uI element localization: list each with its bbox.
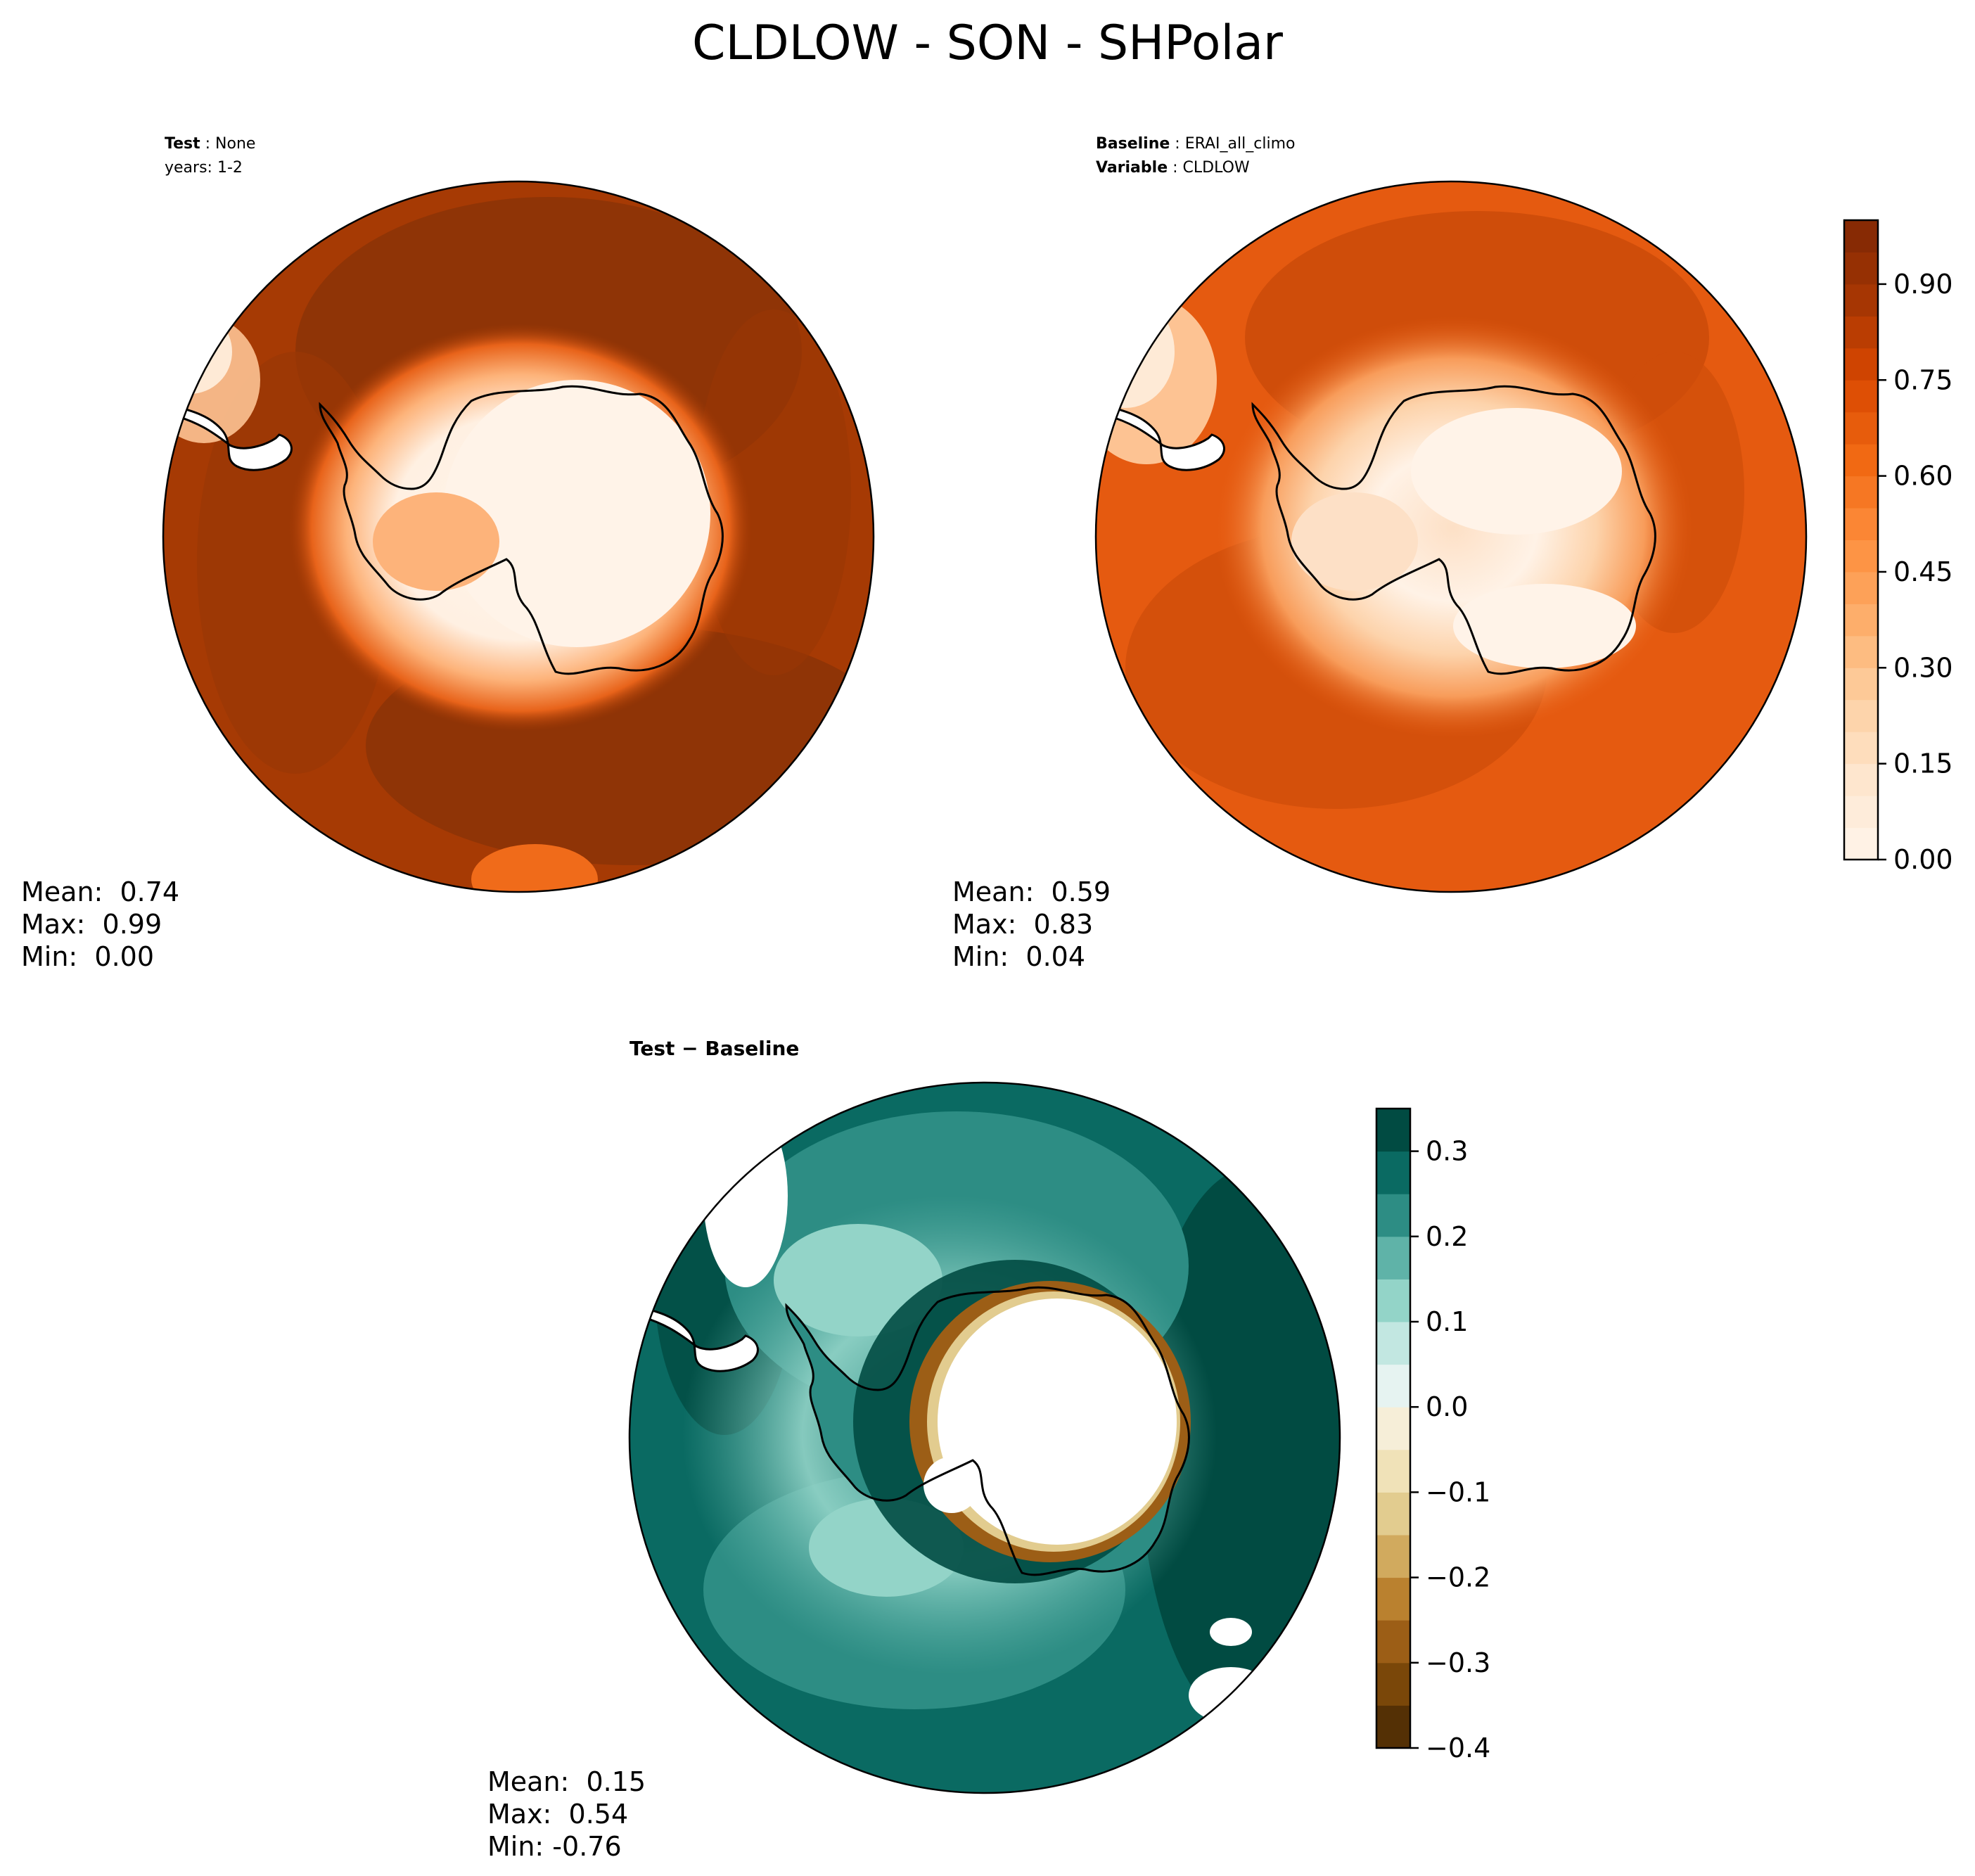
baseline-colorbar: 0.00 0.15 0.30 0.45 0.60 0.75 0.90 — [1843, 219, 1953, 875]
baseline-label-key: Baseline — [1096, 135, 1170, 153]
baseline-panel-label: Baseline : ERAI_all_climo Variable : CLD… — [1096, 135, 1296, 177]
diff-map — [629, 1083, 1340, 1793]
colorbar-tick-label: 0.45 — [1893, 556, 1953, 587]
diff-map-boundary — [628, 1081, 1341, 1794]
colorbar-level — [1376, 1492, 1410, 1536]
colorbar-tick-label: 0.60 — [1893, 461, 1953, 492]
colorbar-tick-label: −0.2 — [1426, 1562, 1490, 1593]
baseline-map-boundary — [1094, 180, 1808, 893]
baseline-map — [1096, 181, 1806, 892]
colorbar-level — [1844, 347, 1878, 381]
diff-colorbar: −0.4 −0.3 −0.2 −0.1 0.0 0.1 0.2 0.3 — [1375, 1107, 1490, 1763]
baseline-max: Max: 0.83 — [952, 909, 1094, 940]
baseline-stats: Mean: 0.59 Max: 0.83 Min: 0.04 — [952, 876, 1111, 973]
colorbar-level — [1844, 316, 1878, 349]
test-mean: Mean: 0.74 — [21, 876, 180, 907]
colorbar-tick-label: 0.2 — [1426, 1221, 1468, 1252]
colorbar-level — [1844, 668, 1878, 701]
colorbar-tick-label: −0.1 — [1426, 1476, 1490, 1507]
colorbar-tick-label: 0.30 — [1893, 652, 1953, 683]
colorbar-tick-label: 0.1 — [1426, 1306, 1468, 1337]
diff-stats: Mean: 0.15 Max: 0.54 Min: -0.76 — [487, 1766, 646, 1863]
test-years: years: 1-2 — [165, 159, 243, 177]
colorbar-tick-label: 0.3 — [1426, 1136, 1468, 1167]
colorbar-level — [1844, 571, 1878, 604]
colorbar-frame — [1375, 1107, 1412, 1749]
colorbar-tick-label: −0.3 — [1426, 1647, 1490, 1678]
colorbar-tick-label: −0.4 — [1426, 1733, 1490, 1763]
test-map — [163, 181, 874, 892]
colorbar-level — [1844, 763, 1878, 796]
colorbar-level — [1376, 1109, 1410, 1152]
figure-title: CLDLOW - SON - SHPolar — [691, 15, 1284, 71]
colorbar-tick-label: 0.75 — [1893, 364, 1953, 395]
colorbar-level — [1844, 476, 1878, 509]
colorbar-level — [1844, 252, 1878, 285]
colorbar-tick-label: 0.0 — [1426, 1391, 1468, 1422]
colorbar-level — [1376, 1236, 1410, 1280]
colorbar-level — [1376, 1364, 1410, 1408]
diff-max: Max: 0.54 — [487, 1799, 629, 1830]
colorbar-level — [1376, 1194, 1410, 1237]
colorbar-tick-label: 0.90 — [1893, 269, 1953, 300]
colorbar-level — [1844, 540, 1878, 573]
baseline-label-value: ERAI_all_climo — [1184, 135, 1296, 153]
colorbar-level — [1844, 796, 1878, 829]
colorbar-level — [1844, 827, 1878, 860]
colorbar-level — [1844, 508, 1878, 540]
diff-panel-title: Test − Baseline — [629, 1037, 800, 1060]
colorbar-frame — [1843, 219, 1879, 861]
colorbar-level — [1376, 1151, 1410, 1194]
colorbar-level — [1844, 444, 1878, 477]
colorbar-level — [1844, 220, 1878, 253]
colorbar-level — [1376, 1577, 1410, 1621]
colorbar-level — [1844, 604, 1878, 637]
test-max: Max: 0.99 — [21, 909, 162, 940]
test-stats: Mean: 0.74 Max: 0.99 Min: 0.00 — [21, 876, 179, 973]
colorbar-level — [1376, 1705, 1410, 1749]
colorbar-level — [1376, 1279, 1410, 1322]
colorbar-level — [1376, 1407, 1410, 1450]
colorbar-tick-label: 0.00 — [1893, 844, 1953, 875]
colorbar-level — [1844, 411, 1878, 445]
colorbar-level — [1376, 1535, 1410, 1578]
colorbar-level — [1844, 732, 1878, 765]
colorbar-level — [1844, 635, 1878, 668]
diff-mean: Mean: 0.15 — [487, 1766, 646, 1797]
variable-label-key: Variable — [1096, 159, 1168, 177]
colorbar-level — [1844, 380, 1878, 413]
colorbar-level — [1376, 1662, 1410, 1706]
colorbar-level — [1844, 283, 1878, 317]
variable-label-value: CLDLOW — [1182, 159, 1250, 177]
test-label-value: None — [215, 135, 256, 153]
colorbar-level — [1376, 1449, 1410, 1493]
diff-min: Min: -0.76 — [487, 1831, 622, 1862]
baseline-min: Min: 0.04 — [952, 941, 1085, 972]
test-map-boundary — [162, 180, 875, 893]
baseline-mean: Mean: 0.59 — [952, 876, 1111, 907]
colorbar-level — [1376, 1620, 1410, 1664]
colorbar-level — [1376, 1322, 1410, 1365]
colorbar-tick-label: 0.15 — [1893, 748, 1953, 779]
test-label-key: Test — [165, 135, 200, 153]
colorbar-level — [1844, 699, 1878, 732]
test-panel-label: Test : None years: 1-2 — [165, 135, 256, 177]
test-min: Min: 0.00 — [21, 941, 154, 972]
